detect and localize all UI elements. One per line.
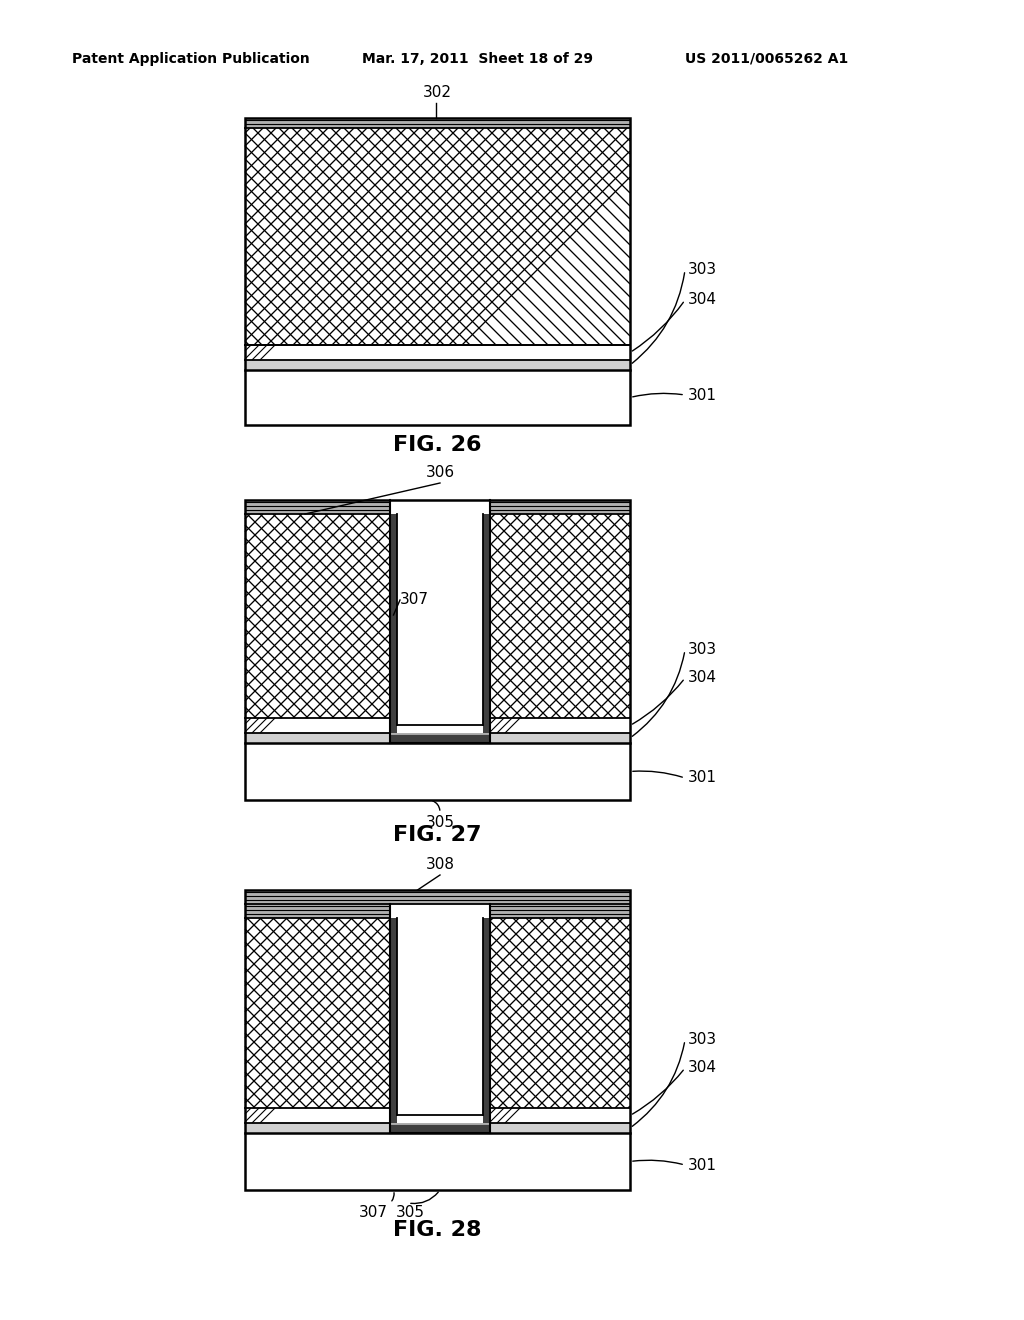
Bar (397, 917, 483, 1115)
Bar (490, 733, 630, 743)
Bar (245, 500, 390, 513)
Text: 308: 308 (426, 857, 455, 873)
Bar (245, 890, 630, 904)
Bar (390, 1125, 490, 1133)
Bar (490, 1123, 630, 1133)
Bar (490, 500, 630, 513)
Text: FIG. 28: FIG. 28 (393, 1220, 481, 1239)
Text: 301: 301 (688, 388, 717, 403)
Text: 303: 303 (688, 1032, 717, 1048)
Bar (483, 917, 490, 1123)
Text: Mar. 17, 2011  Sheet 18 of 29: Mar. 17, 2011 Sheet 18 of 29 (362, 51, 593, 66)
Bar (490, 904, 630, 917)
Bar (245, 743, 630, 800)
Text: 301: 301 (688, 771, 717, 785)
Text: 307: 307 (359, 1205, 388, 1220)
Bar (245, 904, 390, 917)
Text: 303: 303 (688, 643, 717, 657)
Text: 305: 305 (396, 1205, 425, 1220)
Bar (245, 128, 630, 345)
Bar (490, 718, 630, 733)
Text: FIG. 27: FIG. 27 (393, 825, 481, 845)
Bar (390, 733, 490, 743)
Text: 303: 303 (688, 263, 717, 277)
Bar (245, 370, 630, 425)
Bar (490, 917, 630, 1107)
Bar (245, 917, 390, 1107)
Bar (245, 500, 630, 800)
Bar (245, 1133, 630, 1191)
Text: FIG. 26: FIG. 26 (393, 436, 481, 455)
Bar (397, 513, 483, 725)
Bar (245, 513, 390, 718)
Text: 304: 304 (688, 1060, 717, 1076)
Bar (245, 890, 630, 1191)
Text: 302: 302 (423, 84, 452, 100)
Bar (483, 513, 490, 733)
Text: US 2011/0065262 A1: US 2011/0065262 A1 (685, 51, 848, 66)
Bar (490, 513, 630, 718)
Text: 307: 307 (400, 593, 429, 607)
Bar (390, 1123, 490, 1133)
Bar (245, 1123, 390, 1133)
Text: 304: 304 (688, 293, 717, 308)
Bar (245, 345, 630, 360)
Text: 304: 304 (688, 671, 717, 685)
Bar (245, 718, 390, 733)
Bar (245, 117, 630, 425)
Text: Patent Application Publication: Patent Application Publication (72, 51, 309, 66)
Bar (245, 117, 630, 128)
Bar (245, 360, 630, 370)
Bar (390, 917, 397, 1123)
Text: 301: 301 (688, 1158, 717, 1172)
Bar (390, 735, 490, 743)
Bar (490, 1107, 630, 1123)
Bar (245, 733, 390, 743)
Bar (390, 513, 397, 733)
Text: 306: 306 (425, 465, 455, 480)
Text: 305: 305 (426, 814, 455, 830)
Bar (245, 1107, 390, 1123)
